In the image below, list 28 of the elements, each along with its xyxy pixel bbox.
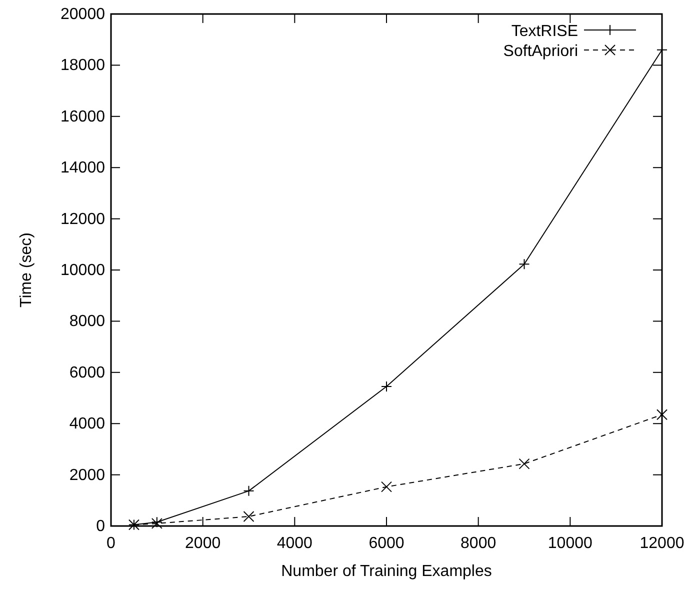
x-tick-label: 10000 bbox=[548, 535, 593, 552]
point bbox=[243, 485, 254, 496]
point bbox=[381, 481, 392, 492]
x-tick-label: 2000 bbox=[185, 535, 221, 552]
x-tick-label: 12000 bbox=[640, 535, 684, 552]
y-tick-label: 8000 bbox=[69, 313, 106, 330]
y-tick-label: 2000 bbox=[69, 466, 106, 484]
point bbox=[243, 511, 254, 522]
y-tick-label: 14000 bbox=[60, 160, 106, 177]
x-axis-title: Number of Training Examples bbox=[281, 563, 492, 580]
y-tick-label: 20000 bbox=[60, 6, 106, 23]
x-tick-label: 8000 bbox=[460, 535, 496, 552]
y-tick-label: 6000 bbox=[69, 364, 106, 382]
x-tick-label: 4000 bbox=[276, 535, 313, 552]
x-tick-label: 0 bbox=[106, 535, 116, 552]
y-tick-label: 4000 bbox=[69, 416, 106, 433]
point bbox=[518, 258, 530, 270]
y-tick-label: 18000 bbox=[60, 57, 106, 74]
y-tick-label: 10000 bbox=[60, 262, 106, 279]
point bbox=[518, 458, 530, 470]
legend-label: SoftApriori bbox=[503, 43, 578, 60]
y-tick-label: 12000 bbox=[60, 210, 106, 228]
point bbox=[656, 409, 668, 420]
y-tick-label: 0 bbox=[96, 518, 106, 535]
y-axis-title: Time (sec) bbox=[18, 232, 35, 308]
x-tick-label: 6000 bbox=[368, 535, 404, 552]
y-tick-label: 16000 bbox=[60, 108, 106, 126]
legend-label: TextRISE bbox=[511, 23, 578, 40]
